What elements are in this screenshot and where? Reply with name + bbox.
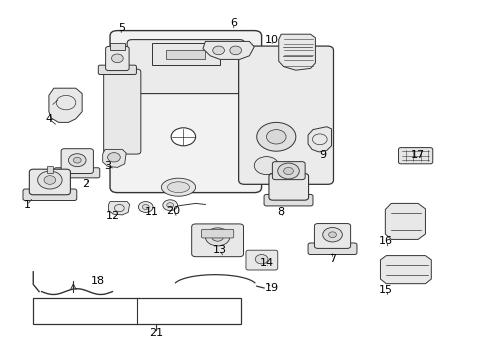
Ellipse shape [167,182,189,193]
Polygon shape [307,127,331,152]
Circle shape [277,163,299,179]
Bar [47,166,53,173]
FancyBboxPatch shape [105,46,129,71]
FancyBboxPatch shape [54,168,100,178]
Bar [166,50,205,59]
Bar [33,298,241,324]
Bar [109,43,125,50]
Polygon shape [385,203,425,239]
Text: 9: 9 [319,150,325,160]
Circle shape [322,228,342,242]
Circle shape [328,232,336,238]
Polygon shape [49,88,82,122]
Polygon shape [102,149,126,167]
FancyBboxPatch shape [110,31,261,193]
FancyBboxPatch shape [272,162,305,180]
Circle shape [256,122,295,151]
Circle shape [171,128,195,146]
Text: 10: 10 [264,35,278,45]
FancyBboxPatch shape [398,148,432,164]
Text: 12: 12 [105,211,119,221]
Circle shape [266,130,285,144]
Circle shape [38,171,62,189]
FancyBboxPatch shape [245,250,277,270]
Circle shape [283,167,293,175]
FancyBboxPatch shape [268,174,308,200]
Circle shape [211,233,223,241]
Polygon shape [203,41,254,59]
Circle shape [255,255,267,264]
Circle shape [111,54,123,63]
FancyBboxPatch shape [191,224,243,257]
Text: 15: 15 [379,285,392,295]
Bar [151,43,220,65]
Ellipse shape [161,178,195,196]
Circle shape [142,204,149,210]
Text: 4: 4 [45,114,52,124]
Text: 8: 8 [277,207,284,217]
Text: 19: 19 [264,283,278,293]
Circle shape [166,203,173,208]
Circle shape [163,200,177,211]
Text: 3: 3 [104,161,111,171]
Text: 6: 6 [230,18,237,28]
Circle shape [44,176,56,184]
Polygon shape [278,34,315,70]
Text: 21: 21 [149,328,163,338]
Text: 20: 20 [166,206,180,216]
Text: 11: 11 [144,207,158,217]
Text: 5: 5 [118,23,124,33]
Circle shape [205,228,229,246]
Text: 16: 16 [379,236,392,246]
FancyBboxPatch shape [103,69,141,154]
Text: 17: 17 [410,150,424,160]
Text: 1: 1 [23,200,30,210]
FancyBboxPatch shape [127,40,244,94]
FancyBboxPatch shape [29,169,70,195]
FancyBboxPatch shape [238,46,333,184]
Text: 13: 13 [213,245,226,255]
FancyBboxPatch shape [314,224,350,248]
Polygon shape [380,256,430,284]
Circle shape [138,202,153,212]
Text: 14: 14 [259,258,273,268]
FancyBboxPatch shape [201,229,233,238]
FancyBboxPatch shape [23,189,77,201]
Circle shape [68,154,86,167]
Circle shape [229,46,241,55]
Circle shape [212,46,224,55]
Text: 2: 2 [82,179,89,189]
FancyBboxPatch shape [307,243,356,255]
Circle shape [107,153,120,162]
Ellipse shape [254,157,278,175]
FancyBboxPatch shape [98,65,136,75]
Text: 18: 18 [91,276,104,286]
FancyBboxPatch shape [264,194,312,206]
Text: 7: 7 [328,254,335,264]
Polygon shape [108,202,129,215]
Circle shape [73,157,81,163]
FancyBboxPatch shape [61,149,93,174]
